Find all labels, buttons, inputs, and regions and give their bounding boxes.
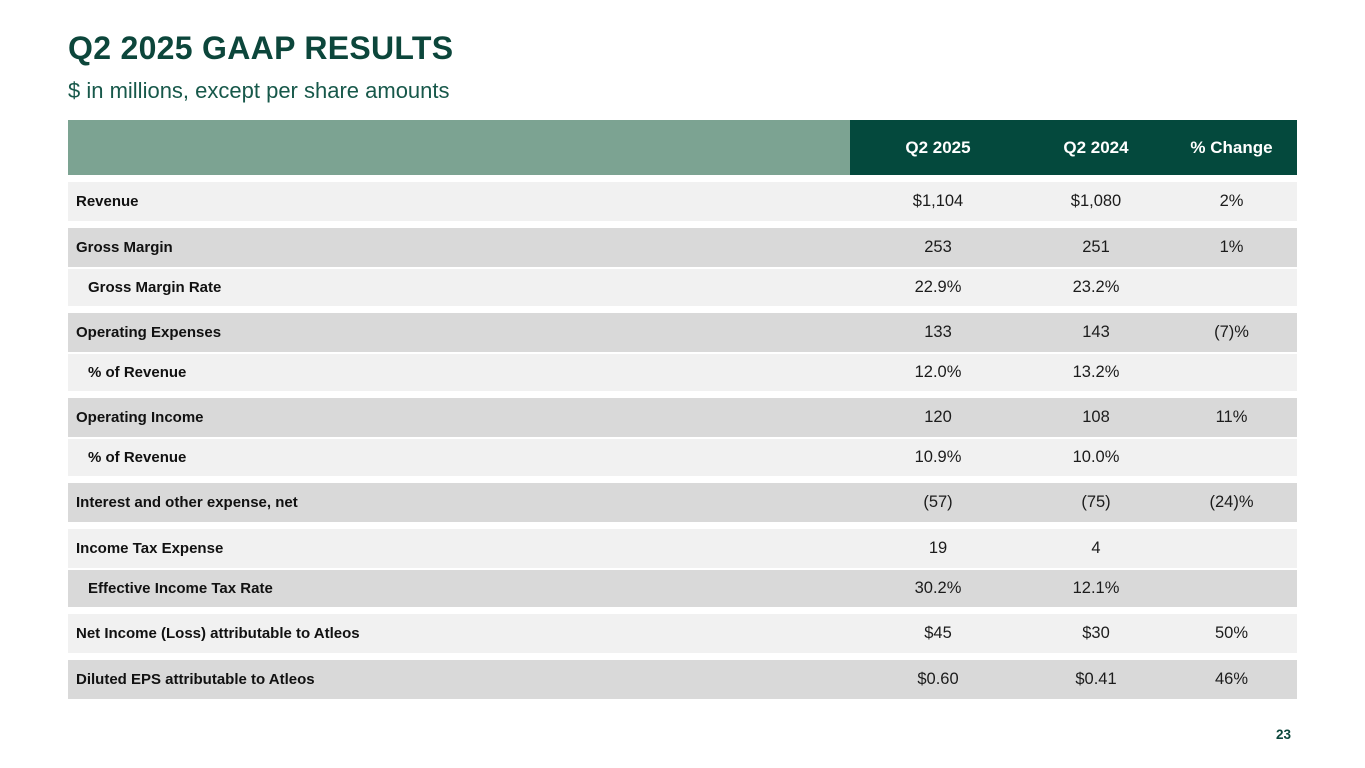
value-q2-2025: 253 (924, 238, 952, 256)
table-row: Diluted EPS attributable to Atleos $0.60 $… (68, 660, 1297, 699)
value-pct-change (1166, 529, 1297, 568)
table-row: Effective Income Tax Rate 30.2% 12.1% (68, 568, 1297, 607)
table-row: Operating Expenses 133 143 (7)% (68, 313, 1297, 352)
value-q2-2025: 22.9% (914, 278, 962, 296)
value-pct-change: 2% (1219, 192, 1244, 210)
value-q2-2025: $0.60 (917, 670, 959, 688)
row-label: Gross Margin Rate (88, 279, 222, 296)
row-label: Effective Income Tax Rate (88, 580, 273, 597)
value-q2-2024: 143 (1082, 323, 1110, 341)
value-q2-2025: $1,104 (912, 192, 964, 210)
value-q2-2024: 23.2% (1072, 278, 1120, 296)
value-pct-change: 1% (1219, 238, 1244, 256)
row-label: Diluted EPS attributable to Atleos (76, 671, 315, 688)
value-pct-change (1166, 570, 1297, 607)
table-body: Revenue $1,104 $1,080 2% Gross Margin 253 251 1… (68, 182, 1297, 699)
value-q2-2025: 133 (924, 323, 952, 341)
table-row: Operating Income 120 108 11% (68, 398, 1297, 437)
row-label: Income Tax Expense (76, 540, 224, 557)
row-label: % of Revenue (88, 449, 187, 466)
page-subtitle: $ in millions, except per share amounts (68, 78, 450, 103)
row-label: Revenue (76, 193, 139, 210)
row-label: % of Revenue (88, 364, 187, 381)
value-q2-2024: 4 (1091, 539, 1101, 557)
value-q2-2025: 12.0% (914, 363, 962, 381)
value-q2-2025: $45 (924, 624, 952, 642)
value-q2-2024: $0.41 (1075, 670, 1117, 688)
table-row: % of Revenue 12.0% 13.2% (68, 352, 1297, 391)
row-label: Operating Expenses (76, 324, 222, 341)
value-pct-change (1166, 439, 1297, 476)
value-pct-change (1166, 354, 1297, 391)
table-row: Gross Margin Rate 22.9% 23.2% (68, 267, 1297, 306)
row-label: Operating Income (76, 409, 204, 426)
header-label-spacer (68, 120, 850, 175)
value-q2-2024: 108 (1082, 408, 1110, 426)
value-q2-2024: (75) (1081, 493, 1111, 511)
gaap-results-table: Q2 2025 Q2 2024 % Change Revenue $1,104 $1… (68, 120, 1297, 699)
header-col-pct-change: % Change (1166, 120, 1297, 175)
value-q2-2024: $1,080 (1070, 192, 1122, 210)
table-row: Gross Margin 253 251 1% (68, 228, 1297, 267)
value-pct-change: 46% (1214, 670, 1249, 688)
row-label: Interest and other expense, net (76, 494, 298, 511)
value-q2-2024: 10.0% (1072, 448, 1120, 466)
value-pct-change: 11% (1215, 408, 1248, 426)
value-pct-change (1166, 269, 1297, 306)
value-q2-2025: 120 (924, 408, 952, 426)
header-col-q2-2024: Q2 2024 (1026, 120, 1166, 175)
page-number: 23 (1275, 727, 1291, 742)
page-title: Q2 2025 GAAP RESULTS (68, 30, 454, 66)
value-q2-2024: 251 (1082, 238, 1110, 256)
value-q2-2024: 13.2% (1072, 363, 1120, 381)
header-col-q2-2025: Q2 2025 (850, 120, 1026, 175)
value-pct-change: (24)% (1209, 493, 1254, 511)
value-q2-2024: 12.1% (1072, 579, 1120, 597)
value-pct-change: 50% (1214, 624, 1249, 642)
table-row: Revenue $1,104 $1,080 2% (68, 182, 1297, 221)
table-row: % of Revenue 10.9% 10.0% (68, 437, 1297, 476)
value-q2-2025: 19 (928, 539, 948, 557)
table-row: Income Tax Expense 19 4 (68, 529, 1297, 568)
row-label: Net Income (Loss) attributable to Atleos (76, 625, 360, 642)
value-q2-2025: (57) (923, 493, 953, 511)
value-pct-change: (7)% (1214, 323, 1249, 341)
table-row: Interest and other expense, net (57) (75) (… (68, 483, 1297, 522)
table-header-row: Q2 2025 Q2 2024 % Change (68, 120, 1297, 175)
value-q2-2024: $30 (1082, 624, 1110, 642)
value-q2-2025: 30.2% (914, 579, 962, 597)
table-row: Net Income (Loss) attributable to Atleos… (68, 614, 1297, 653)
row-label: Gross Margin (76, 239, 173, 256)
value-q2-2025: 10.9% (914, 448, 962, 466)
